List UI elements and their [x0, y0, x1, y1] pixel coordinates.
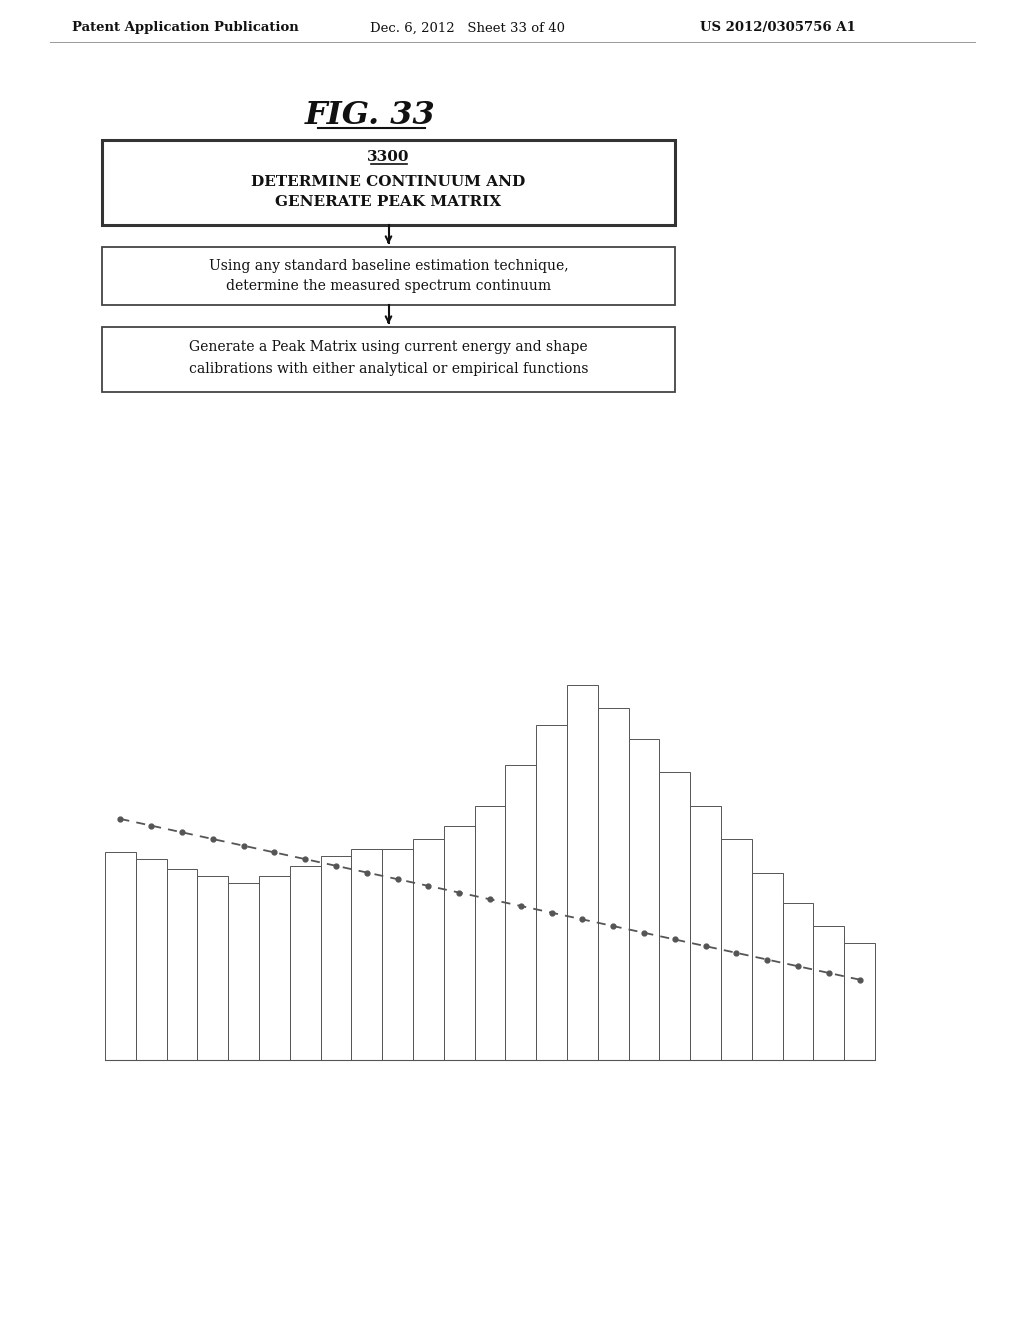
Text: Using any standard baseline estimation technique,: Using any standard baseline estimation t…	[209, 259, 568, 273]
Bar	[198, 876, 228, 1060]
Bar	[506, 766, 537, 1060]
Text: Patent Application Publication: Patent Application Publication	[72, 21, 299, 34]
Text: FIG. 33: FIG. 33	[304, 99, 435, 131]
Bar	[228, 883, 259, 1060]
Text: Dec. 6, 2012   Sheet 33 of 40: Dec. 6, 2012 Sheet 33 of 40	[370, 21, 565, 34]
Bar	[629, 739, 659, 1060]
Bar	[167, 869, 198, 1060]
Bar	[443, 825, 474, 1060]
Text: DETERMINE CONTINUUM AND: DETERMINE CONTINUUM AND	[251, 176, 525, 189]
Bar	[690, 805, 721, 1060]
Text: calibrations with either analytical or empirical functions: calibrations with either analytical or e…	[188, 363, 588, 376]
Bar	[537, 725, 567, 1060]
Bar	[782, 903, 813, 1060]
Bar	[382, 849, 413, 1060]
Bar	[290, 866, 321, 1060]
Bar	[102, 140, 675, 224]
Text: determine the measured spectrum continuum: determine the measured spectrum continuu…	[226, 279, 551, 293]
Text: Generate a Peak Matrix using current energy and shape: Generate a Peak Matrix using current ene…	[189, 341, 588, 355]
Bar	[567, 685, 598, 1060]
Bar	[413, 840, 443, 1060]
Bar	[844, 942, 874, 1060]
Bar	[351, 849, 382, 1060]
Bar	[813, 927, 844, 1060]
Bar	[659, 772, 690, 1060]
Bar	[321, 855, 351, 1060]
Text: US 2012/0305756 A1: US 2012/0305756 A1	[700, 21, 856, 34]
Bar	[598, 709, 629, 1060]
Bar	[752, 873, 782, 1060]
Bar	[105, 853, 136, 1060]
Bar	[259, 876, 290, 1060]
Bar	[721, 840, 752, 1060]
Bar	[136, 859, 167, 1060]
Bar	[474, 805, 506, 1060]
Text: GENERATE PEAK MATRIX: GENERATE PEAK MATRIX	[275, 195, 502, 209]
Bar	[102, 327, 675, 392]
Bar	[102, 247, 675, 305]
Text: 3300: 3300	[368, 150, 410, 164]
